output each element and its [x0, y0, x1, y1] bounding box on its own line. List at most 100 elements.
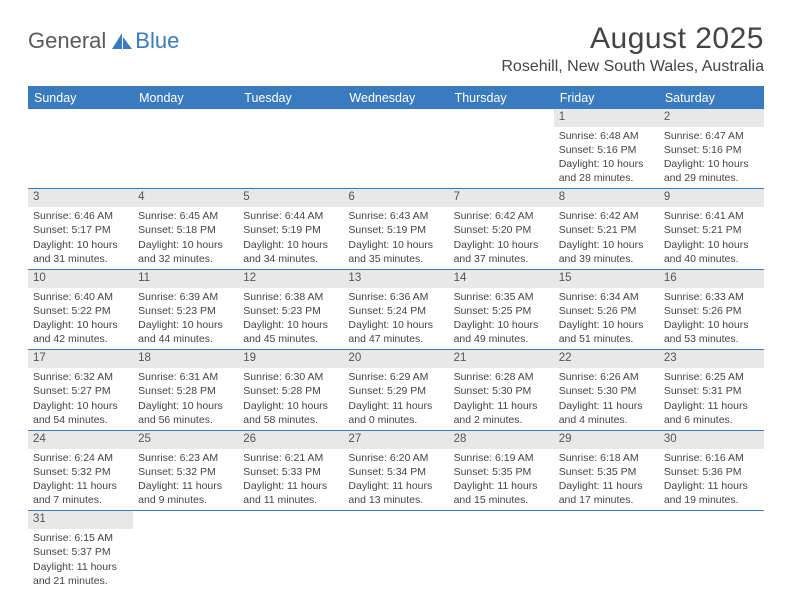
logo-text-general: General [28, 28, 106, 54]
day-content: Sunrise: 6:21 AMSunset: 5:33 PMDaylight:… [238, 449, 343, 511]
daylight-text-2: and 2 minutes. [454, 413, 549, 427]
daylight-text-2: and 15 minutes. [454, 493, 549, 507]
calendar-day-cell: 31Sunrise: 6:15 AMSunset: 5:37 PMDayligh… [28, 511, 133, 591]
daylight-text-2: and 4 minutes. [559, 413, 654, 427]
daylight-text-1: Daylight: 11 hours [559, 399, 654, 413]
sunrise-text: Sunrise: 6:44 AM [243, 209, 338, 223]
sunset-text: Sunset: 5:26 PM [559, 304, 654, 318]
calendar-day-cell: 22Sunrise: 6:26 AMSunset: 5:30 PMDayligh… [554, 350, 659, 430]
calendar-week-row: 24Sunrise: 6:24 AMSunset: 5:32 PMDayligh… [28, 430, 764, 510]
title-block: August 2025 Rosehill, New South Wales, A… [501, 22, 764, 76]
sunrise-text: Sunrise: 6:39 AM [138, 290, 233, 304]
daylight-text-2: and 42 minutes. [33, 332, 128, 346]
day-number: 9 [659, 189, 764, 207]
calendar-empty-cell [133, 511, 238, 591]
day-number: 19 [238, 350, 343, 368]
sunset-text: Sunset: 5:17 PM [33, 223, 128, 237]
sunrise-text: Sunrise: 6:19 AM [454, 451, 549, 465]
sunset-text: Sunset: 5:22 PM [33, 304, 128, 318]
day-content: Sunrise: 6:47 AMSunset: 5:16 PMDaylight:… [659, 127, 764, 189]
calendar-day-cell: 6Sunrise: 6:43 AMSunset: 5:19 PMDaylight… [343, 189, 448, 269]
calendar-day-cell: 18Sunrise: 6:31 AMSunset: 5:28 PMDayligh… [133, 350, 238, 430]
sunset-text: Sunset: 5:26 PM [664, 304, 759, 318]
day-content: Sunrise: 6:40 AMSunset: 5:22 PMDaylight:… [28, 288, 133, 350]
day-content: Sunrise: 6:16 AMSunset: 5:36 PMDaylight:… [659, 449, 764, 511]
calendar-day-cell: 17Sunrise: 6:32 AMSunset: 5:27 PMDayligh… [28, 350, 133, 430]
day-number: 27 [343, 431, 448, 449]
calendar-week-row: 1Sunrise: 6:48 AMSunset: 5:16 PMDaylight… [28, 109, 764, 189]
day-content: Sunrise: 6:36 AMSunset: 5:24 PMDaylight:… [343, 288, 448, 350]
daylight-text-1: Daylight: 11 hours [348, 399, 443, 413]
weekday-header: Monday [133, 87, 238, 110]
daylight-text-2: and 51 minutes. [559, 332, 654, 346]
daylight-text-2: and 45 minutes. [243, 332, 338, 346]
weekday-header: Sunday [28, 87, 133, 110]
day-content: Sunrise: 6:44 AMSunset: 5:19 PMDaylight:… [238, 207, 343, 269]
sunset-text: Sunset: 5:25 PM [454, 304, 549, 318]
daylight-text-2: and 6 minutes. [664, 413, 759, 427]
daylight-text-2: and 0 minutes. [348, 413, 443, 427]
sunrise-text: Sunrise: 6:48 AM [559, 129, 654, 143]
day-content: Sunrise: 6:34 AMSunset: 5:26 PMDaylight:… [554, 288, 659, 350]
daylight-text-1: Daylight: 10 hours [243, 399, 338, 413]
calendar-day-cell: 11Sunrise: 6:39 AMSunset: 5:23 PMDayligh… [133, 269, 238, 349]
day-number: 31 [28, 511, 133, 529]
sunset-text: Sunset: 5:27 PM [33, 384, 128, 398]
daylight-text-2: and 56 minutes. [138, 413, 233, 427]
calendar-week-row: 17Sunrise: 6:32 AMSunset: 5:27 PMDayligh… [28, 350, 764, 430]
daylight-text-2: and 39 minutes. [559, 252, 654, 266]
sunrise-text: Sunrise: 6:42 AM [559, 209, 654, 223]
calendar-empty-cell [28, 109, 133, 189]
day-content: Sunrise: 6:24 AMSunset: 5:32 PMDaylight:… [28, 449, 133, 511]
sunset-text: Sunset: 5:21 PM [664, 223, 759, 237]
day-content: Sunrise: 6:26 AMSunset: 5:30 PMDaylight:… [554, 368, 659, 430]
day-number: 8 [554, 189, 659, 207]
sunrise-text: Sunrise: 6:45 AM [138, 209, 233, 223]
daylight-text-1: Daylight: 10 hours [33, 238, 128, 252]
day-number: 3 [28, 189, 133, 207]
day-content: Sunrise: 6:32 AMSunset: 5:27 PMDaylight:… [28, 368, 133, 430]
sunset-text: Sunset: 5:28 PM [138, 384, 233, 398]
sunset-text: Sunset: 5:21 PM [559, 223, 654, 237]
daylight-text-1: Daylight: 10 hours [454, 318, 549, 332]
calendar-day-cell: 21Sunrise: 6:28 AMSunset: 5:30 PMDayligh… [449, 350, 554, 430]
calendar-day-cell: 24Sunrise: 6:24 AMSunset: 5:32 PMDayligh… [28, 430, 133, 510]
sunrise-text: Sunrise: 6:29 AM [348, 370, 443, 384]
day-number: 7 [449, 189, 554, 207]
sunset-text: Sunset: 5:35 PM [559, 465, 654, 479]
day-content: Sunrise: 6:31 AMSunset: 5:28 PMDaylight:… [133, 368, 238, 430]
daylight-text-1: Daylight: 11 hours [454, 479, 549, 493]
daylight-text-2: and 29 minutes. [664, 171, 759, 185]
calendar-day-cell: 16Sunrise: 6:33 AMSunset: 5:26 PMDayligh… [659, 269, 764, 349]
sunset-text: Sunset: 5:34 PM [348, 465, 443, 479]
calendar-week-row: 3Sunrise: 6:46 AMSunset: 5:17 PMDaylight… [28, 189, 764, 269]
sunrise-text: Sunrise: 6:24 AM [33, 451, 128, 465]
sunset-text: Sunset: 5:30 PM [454, 384, 549, 398]
sunset-text: Sunset: 5:20 PM [454, 223, 549, 237]
sunset-text: Sunset: 5:18 PM [138, 223, 233, 237]
month-title: August 2025 [501, 22, 764, 56]
calendar-day-cell: 19Sunrise: 6:30 AMSunset: 5:28 PMDayligh… [238, 350, 343, 430]
daylight-text-2: and 35 minutes. [348, 252, 443, 266]
daylight-text-1: Daylight: 10 hours [33, 399, 128, 413]
sunset-text: Sunset: 5:33 PM [243, 465, 338, 479]
day-content: Sunrise: 6:43 AMSunset: 5:19 PMDaylight:… [343, 207, 448, 269]
weekday-header: Saturday [659, 87, 764, 110]
sunrise-text: Sunrise: 6:18 AM [559, 451, 654, 465]
day-content: Sunrise: 6:25 AMSunset: 5:31 PMDaylight:… [659, 368, 764, 430]
day-number: 26 [238, 431, 343, 449]
day-number: 20 [343, 350, 448, 368]
sunset-text: Sunset: 5:19 PM [243, 223, 338, 237]
day-content: Sunrise: 6:30 AMSunset: 5:28 PMDaylight:… [238, 368, 343, 430]
daylight-text-1: Daylight: 10 hours [559, 157, 654, 171]
calendar-table: SundayMondayTuesdayWednesdayThursdayFrid… [28, 86, 764, 591]
day-content: Sunrise: 6:42 AMSunset: 5:21 PMDaylight:… [554, 207, 659, 269]
sunrise-text: Sunrise: 6:25 AM [664, 370, 759, 384]
calendar-empty-cell [554, 511, 659, 591]
sunset-text: Sunset: 5:28 PM [243, 384, 338, 398]
daylight-text-1: Daylight: 11 hours [138, 479, 233, 493]
daylight-text-2: and 34 minutes. [243, 252, 338, 266]
daylight-text-2: and 40 minutes. [664, 252, 759, 266]
calendar-week-row: 31Sunrise: 6:15 AMSunset: 5:37 PMDayligh… [28, 511, 764, 591]
day-number: 24 [28, 431, 133, 449]
